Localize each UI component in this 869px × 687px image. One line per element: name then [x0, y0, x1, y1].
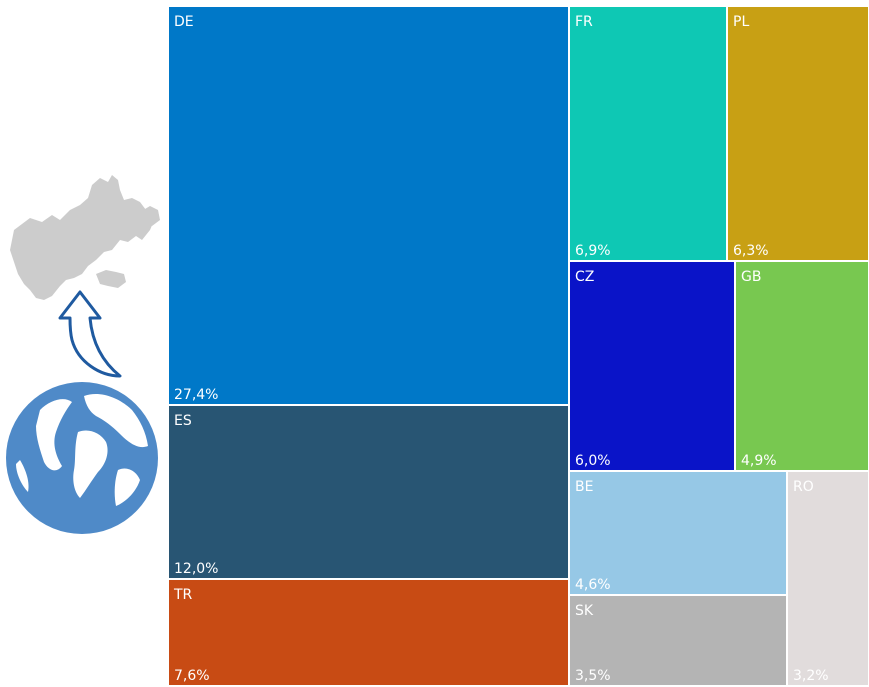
tile-tr-value: 7,6%: [174, 668, 210, 684]
tile-be[interactable]: BE 4,6%: [568, 470, 788, 596]
tile-be-label: BE: [575, 479, 593, 495]
tile-pl-value: 6,3%: [733, 243, 769, 259]
tile-es-label: ES: [174, 413, 192, 429]
tile-gb-value: 4,9%: [741, 453, 777, 469]
globe-illustration: [6, 175, 160, 534]
curved-arrow-up-icon: [58, 290, 122, 378]
tile-gb-rect[interactable]: [734, 260, 869, 472]
tile-gb-label: GB: [741, 269, 761, 285]
tile-ro-label: RO: [793, 479, 814, 495]
tile-fr-label: FR: [575, 14, 593, 30]
tile-de-label: DE: [174, 14, 194, 30]
tile-sk-label: SK: [575, 603, 594, 619]
tile-de-value: 27,4%: [174, 387, 218, 403]
tile-be-rect[interactable]: [568, 470, 788, 596]
tile-tr[interactable]: TR 7,6%: [167, 578, 570, 687]
globe-icon: [6, 382, 158, 534]
tile-de-rect[interactable]: [167, 5, 570, 406]
tile-pl[interactable]: PL 6,3%: [726, 5, 869, 262]
tile-ro-value: 3,2%: [793, 668, 829, 684]
tile-sk-value: 3,5%: [575, 668, 611, 684]
tile-be-value: 4,6%: [575, 577, 611, 593]
tile-tr-rect[interactable]: [167, 578, 570, 687]
europe-map-icon: [10, 175, 160, 300]
tile-pl-label: PL: [733, 14, 749, 30]
tile-sk[interactable]: SK 3,5%: [568, 594, 788, 687]
tile-fr-value: 6,9%: [575, 243, 611, 259]
tile-cz-label: CZ: [575, 269, 594, 285]
tile-cz-rect[interactable]: [568, 260, 736, 472]
tile-gb[interactable]: GB 4,9%: [734, 260, 869, 472]
tile-fr-rect[interactable]: [568, 5, 728, 262]
tile-es-value: 12,0%: [174, 561, 218, 577]
tile-cz[interactable]: CZ 6,0%: [568, 260, 736, 472]
tile-es[interactable]: ES 12,0%: [167, 404, 570, 580]
tile-cz-value: 6,0%: [575, 453, 611, 469]
tile-tr-label: TR: [173, 587, 193, 603]
tile-de[interactable]: DE 27,4%: [167, 5, 570, 406]
tile-es-rect[interactable]: [167, 404, 570, 580]
tile-ro-rect[interactable]: [786, 470, 869, 687]
tile-pl-rect[interactable]: [726, 5, 869, 262]
tile-fr[interactable]: FR 6,9%: [568, 5, 728, 262]
tile-ro[interactable]: RO 3,2%: [786, 470, 869, 687]
